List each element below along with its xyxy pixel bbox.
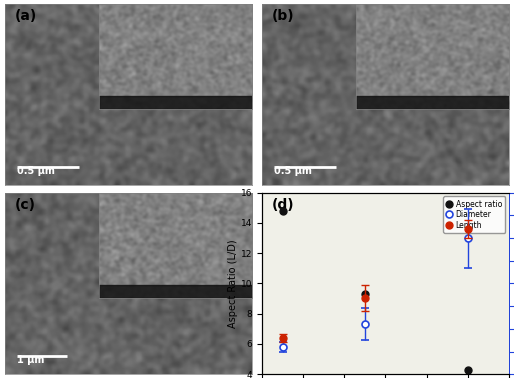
- Text: (b): (b): [272, 9, 295, 23]
- Text: (c): (c): [15, 198, 36, 212]
- Legend: Aspect ratio, Diameter, Length: Aspect ratio, Diameter, Length: [444, 197, 505, 232]
- Text: (a): (a): [15, 9, 38, 23]
- Text: 0.5 μm: 0.5 μm: [17, 166, 56, 176]
- Y-axis label: Aspect Ratio (L/D): Aspect Ratio (L/D): [228, 239, 238, 328]
- Text: 1 μm: 1 μm: [17, 355, 45, 365]
- Text: 0.5 μm: 0.5 μm: [274, 166, 312, 176]
- Text: (d): (d): [272, 198, 295, 212]
